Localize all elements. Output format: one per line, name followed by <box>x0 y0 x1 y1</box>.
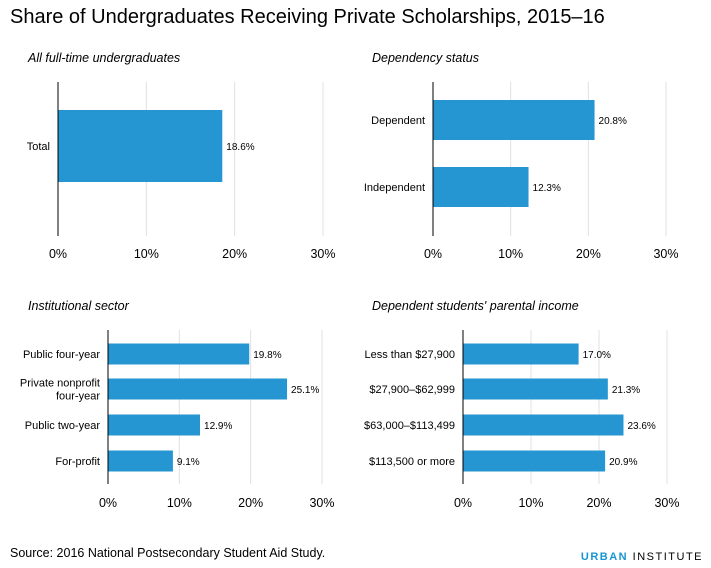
category-label: $63,000–$113,499 <box>364 420 455 432</box>
brand-logo-part1: URBAN <box>580 551 629 563</box>
category-label: Less than $27,900 <box>364 349 455 361</box>
tick-label: 20% <box>576 247 601 261</box>
panel-title: All full-time undergraduates <box>27 51 180 65</box>
bar <box>463 343 579 365</box>
tick-label: 0% <box>49 247 67 261</box>
category-label: Public four-year <box>23 349 100 361</box>
page-title: Share of Undergraduates Receiving Privat… <box>10 6 605 28</box>
bar <box>463 378 608 400</box>
data-label: 20.8% <box>599 116 627 127</box>
brand-logo: URBAN INSTITUTE <box>581 551 703 563</box>
tick-label: 20% <box>238 496 263 510</box>
bar <box>58 110 223 182</box>
tick-label: 10% <box>167 496 192 510</box>
bar <box>108 414 201 436</box>
panel-title: Dependent students' parental income <box>372 299 579 313</box>
tick-label: 30% <box>309 496 334 510</box>
panel-title: Institutional sector <box>28 299 130 313</box>
data-label: 12.3% <box>533 183 561 194</box>
data-label: 25.1% <box>291 385 319 396</box>
tick-label: 0% <box>99 496 117 510</box>
brand-logo-part2: INSTITUTE <box>628 551 703 563</box>
bar <box>433 167 529 207</box>
data-label: 20.9% <box>609 457 637 468</box>
tick-label: 30% <box>654 496 679 510</box>
category-label: $113,500 or more <box>369 456 455 468</box>
tick-label: 0% <box>424 247 442 261</box>
data-label: 23.6% <box>627 421 655 432</box>
bar <box>108 378 288 400</box>
tick-label: 30% <box>653 247 678 261</box>
bar <box>463 414 624 436</box>
category-label: Total <box>27 141 50 153</box>
tick-label: 10% <box>518 496 543 510</box>
category-label-line: four-year <box>56 391 100 403</box>
data-label: 12.9% <box>204 421 232 432</box>
panel-2: Dependency status 0% 10% 20% 30% 20.8% Depende… <box>364 51 679 261</box>
tick-label: 30% <box>310 247 335 261</box>
category-label: $27,900–$62,999 <box>369 384 455 396</box>
panel-3: Institutional sector 0% 10% 20% 30% 19.8% Publ… <box>20 299 335 510</box>
data-label: 18.6% <box>226 142 254 153</box>
tick-label: 10% <box>134 247 159 261</box>
data-label: 21.3% <box>612 385 640 396</box>
tick-label: 20% <box>222 247 247 261</box>
category-label: Dependent <box>371 115 425 127</box>
category-label: Public two-year <box>25 420 101 432</box>
category-label: For-profit <box>55 456 100 468</box>
source-note: Source: 2016 National Postsecondary Stud… <box>10 546 326 560</box>
bar <box>433 100 595 140</box>
panel-title: Dependency status <box>372 51 479 65</box>
data-label: 17.0% <box>583 350 611 361</box>
data-label: 9.1% <box>177 457 200 468</box>
panel-1: All full-time undergraduates 0% 10% 20% 30% 1… <box>27 51 336 261</box>
tick-label: 10% <box>498 247 523 261</box>
category-label-line: Private nonprofit <box>20 378 100 390</box>
tick-label: 20% <box>586 496 611 510</box>
category-label: Private nonprofit four-year <box>20 378 100 403</box>
bar <box>108 450 173 472</box>
category-label: Independent <box>364 182 425 194</box>
panel-4: Dependent students' parental income 0% 10%… <box>364 299 679 510</box>
bar <box>463 450 606 472</box>
data-label: 19.8% <box>253 350 281 361</box>
bar <box>108 343 250 365</box>
tick-label: 0% <box>454 496 472 510</box>
